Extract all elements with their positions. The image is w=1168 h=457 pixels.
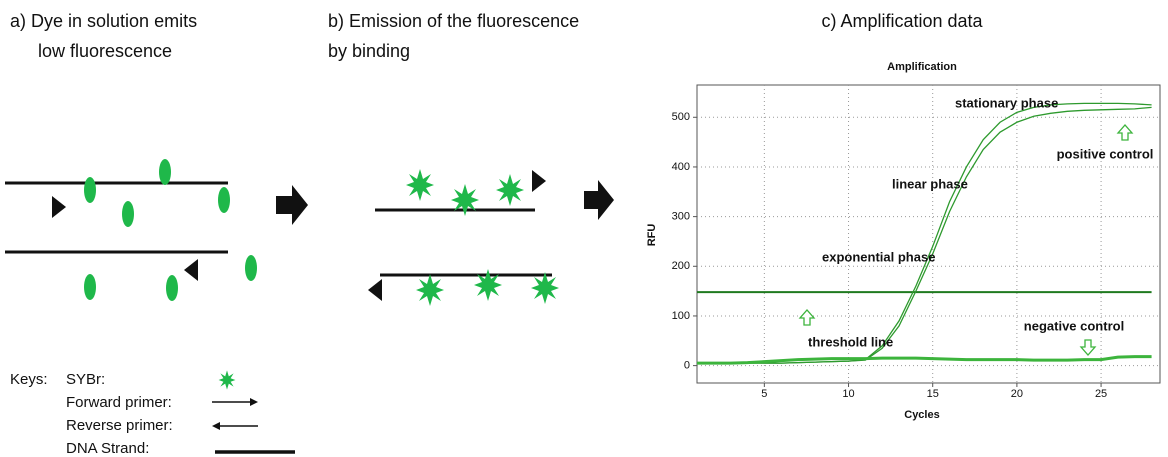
y-tick-label: 100 — [672, 310, 690, 322]
x-axis-label: Cycles — [904, 409, 939, 421]
key-label: Forward primer: — [66, 394, 172, 411]
y-tick-label: 200 — [672, 260, 690, 272]
key-label: SYBr: — [66, 371, 105, 388]
panel-title: by binding — [328, 41, 410, 61]
series-line — [697, 106, 1152, 364]
annotation-arrow — [798, 309, 816, 326]
annotation: linear phase — [892, 176, 968, 191]
panel-title: a) Dye in solution emits — [10, 11, 197, 31]
panel-title: c) Amplification data — [821, 11, 983, 31]
key-symbols — [212, 370, 295, 454]
y-tick-label: 300 — [672, 211, 690, 223]
annotation-arrow — [1116, 124, 1134, 141]
y-tick-label: 500 — [672, 111, 690, 123]
y-tick-label: 0 — [684, 360, 690, 372]
annotation: stationary phase — [955, 95, 1058, 110]
plot-frame — [696, 84, 1161, 384]
panel-title: b) Emission of the fluorescence — [328, 11, 579, 31]
y-axis-label: RFU — [646, 224, 658, 247]
diagram-b — [368, 169, 614, 306]
series-line — [697, 355, 1152, 365]
x-tick-label: 15 — [927, 388, 939, 400]
y-tick-label: 400 — [672, 161, 690, 173]
chart-title: Amplification — [887, 61, 957, 73]
annotation: negative control — [1024, 318, 1124, 333]
annotation-arrow — [1079, 339, 1097, 356]
annotation: exponential phase — [822, 249, 935, 264]
x-tick-label: 20 — [1011, 388, 1023, 400]
x-tick-label: 5 — [761, 388, 767, 400]
panel-title: low fluorescence — [38, 41, 172, 61]
diagram-a — [5, 159, 308, 301]
annotation: threshold line — [808, 334, 893, 349]
plot: 0 100 200 300 400 500 5 10 15 20 25 stationary phas… — [672, 85, 1160, 400]
key-label: DNA Strand: — [66, 440, 149, 457]
annotation: positive control — [1057, 146, 1154, 161]
key-label: Reverse primer: — [66, 417, 173, 434]
x-tick-label: 25 — [1095, 388, 1107, 400]
x-tick-label: 10 — [842, 388, 854, 400]
keys-heading: Keys: — [10, 371, 48, 388]
